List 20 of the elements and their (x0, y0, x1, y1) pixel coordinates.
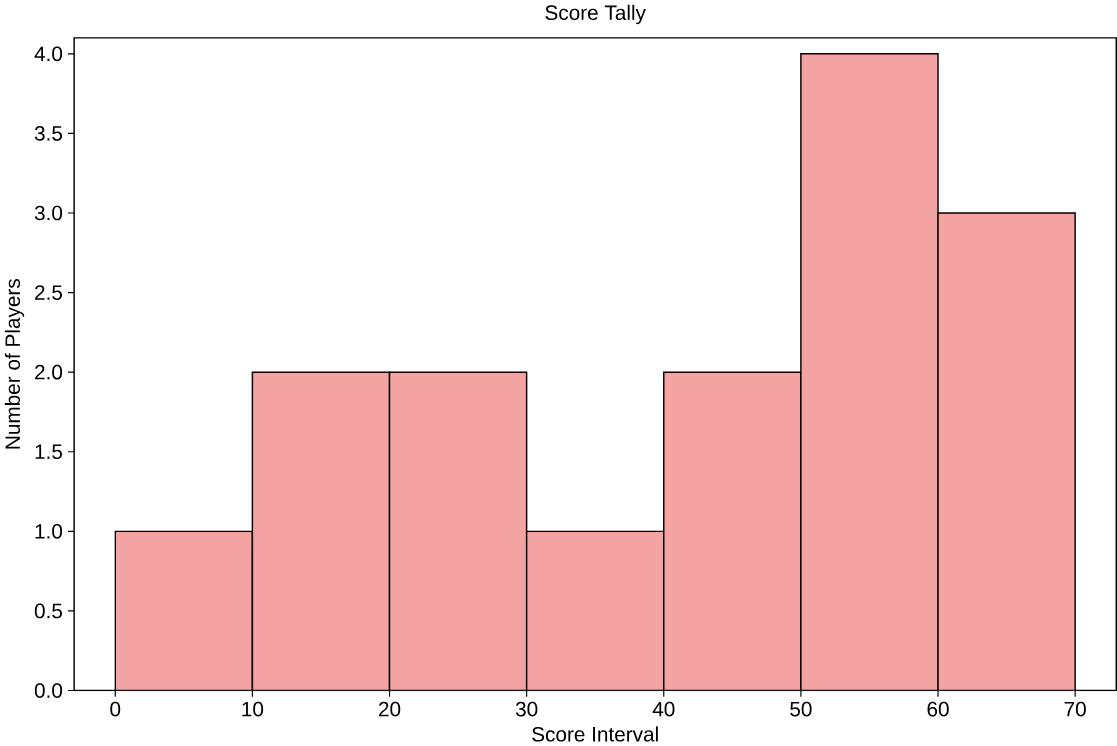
x-tick-label: 10 (242, 701, 264, 717)
x-axis-title: Score Interval (532, 726, 658, 742)
x-tick-label: 40 (652, 701, 675, 717)
x-tick-label: 60 (927, 701, 949, 717)
y-tick-label: 4.0 (34, 46, 63, 61)
y-tick-label: 1.0 (35, 523, 63, 539)
x-tick-label: 50 (790, 701, 812, 717)
y-tick-label: 0.5 (34, 603, 63, 619)
x-tick-label: 30 (515, 701, 538, 717)
x-tick-label: 70 (1064, 701, 1086, 717)
x-tick-label: 20 (379, 701, 401, 717)
y-tick-label: 3.5 (34, 125, 63, 141)
chart-title: Score Tally (545, 4, 646, 24)
y-axis-title: Number of Players (4, 278, 25, 449)
x-tick-label: 0 (110, 701, 121, 717)
y-tick-label: 3.0 (34, 205, 63, 221)
y-tick-label: 1.5 (35, 444, 63, 459)
y-tick-label: 2.0 (35, 364, 63, 380)
y-tick-label: 0.0 (34, 683, 63, 698)
y-tick-label: 2.5 (35, 285, 63, 300)
